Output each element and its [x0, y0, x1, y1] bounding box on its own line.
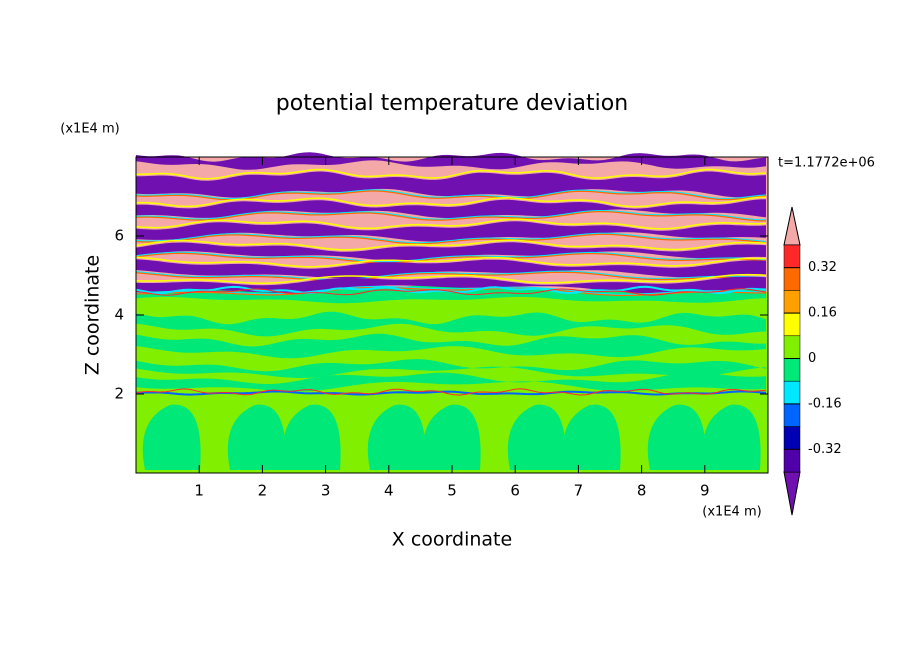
field-blob	[367, 404, 426, 470]
colorbar-box	[783, 244, 801, 268]
field-blob	[422, 404, 481, 470]
contour-streak	[135, 210, 767, 222]
colorbar-box	[783, 403, 801, 427]
contour-streak	[135, 189, 767, 200]
colorbar-box	[783, 358, 801, 382]
x-tick-label: 1	[194, 482, 204, 500]
field-blob	[142, 404, 201, 470]
contour-field	[135, 152, 768, 473]
colorbar-tick-label: 0	[808, 351, 816, 366]
field-band	[136, 171, 766, 198]
field-band	[136, 333, 766, 359]
y-axis-label: Z coordinate	[82, 255, 104, 375]
x-tick-label: 6	[510, 482, 520, 500]
x-unit: (x1E4 m)	[702, 505, 761, 520]
field-band	[136, 311, 766, 337]
contour-streak	[135, 388, 767, 396]
field-blob	[562, 404, 621, 470]
time-annotation: t=1.1772e+06	[778, 156, 875, 171]
colorbar-box	[783, 380, 801, 405]
y-tick-label: 2	[114, 385, 124, 403]
contour-streak	[135, 256, 767, 268]
colorbar-box	[783, 312, 801, 337]
colorbar-box	[783, 267, 801, 291]
field-blob	[507, 404, 566, 470]
y-unit: (x1E4 m)	[60, 122, 119, 137]
x-tick-label: 7	[574, 482, 584, 500]
y-tick-label: 4	[114, 306, 124, 324]
chart-title: potential temperature deviation	[276, 91, 628, 116]
colorbar-tick-label: 0.16	[808, 306, 837, 321]
contour-streak	[135, 286, 767, 297]
x-axis-label: X coordinate	[392, 529, 512, 551]
field-blob	[282, 404, 341, 470]
colorbar-box	[783, 290, 801, 314]
contour-streak	[135, 233, 767, 245]
x-tick-label: 5	[447, 482, 457, 500]
x-tick-label: 8	[637, 482, 647, 500]
contour-streak	[135, 218, 767, 230]
field-band	[136, 372, 766, 392]
colorbar-tick-label: 0.32	[808, 260, 837, 275]
contour-streak	[135, 390, 767, 396]
x-tick-label: 2	[258, 482, 268, 500]
x-tick-label: 3	[321, 482, 331, 500]
field-blob	[227, 404, 286, 470]
contour-streak	[135, 288, 767, 296]
field-band	[136, 276, 766, 294]
contour-streak	[135, 285, 767, 295]
colorbar-box	[783, 449, 801, 473]
field-blob	[702, 404, 761, 470]
field-band	[136, 221, 766, 242]
field-blob	[647, 404, 706, 470]
contour-streak	[135, 252, 767, 264]
field-band	[136, 359, 766, 378]
colorbar-tick-label: -0.32	[808, 442, 842, 457]
contour-streak	[135, 239, 767, 251]
x-tick-label: 4	[384, 482, 394, 500]
colorbar-box	[783, 335, 801, 359]
contour-streak	[135, 196, 767, 208]
colorbar-tick-label: -0.16	[808, 396, 842, 411]
contour-streak	[135, 271, 767, 282]
contour-streak	[136, 168, 767, 180]
contour-streak	[135, 270, 767, 280]
contour-streak	[135, 273, 767, 284]
field-band	[136, 199, 766, 219]
contour-streak	[135, 210, 767, 221]
field-band	[136, 242, 766, 261]
field-band	[136, 259, 766, 279]
colorbar-box	[783, 426, 801, 450]
contour-streak	[135, 232, 767, 244]
y-tick-label: 6	[114, 227, 124, 245]
contour-streak	[135, 251, 767, 263]
x-tick-label: 9	[700, 482, 710, 500]
